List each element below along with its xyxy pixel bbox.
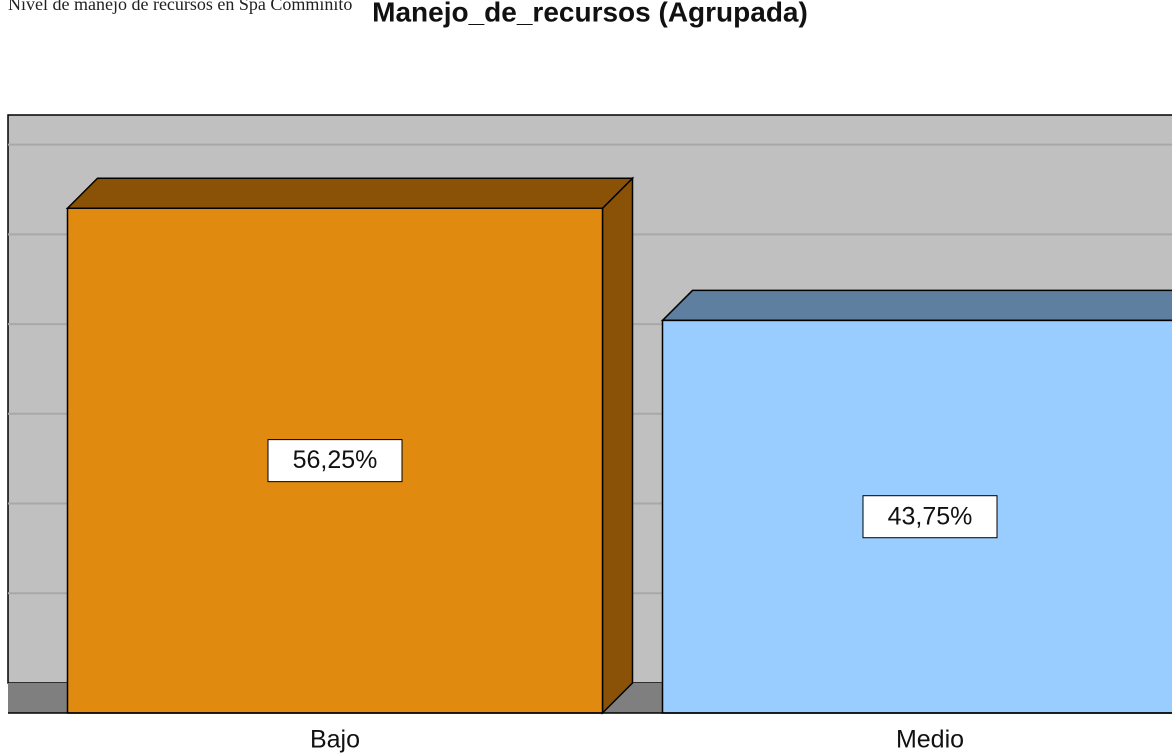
value-label: 56,25% [293,446,378,474]
value-label-box [862,495,998,539]
x-tick-label: Medio [896,726,964,754]
bar [65,176,635,715]
value-label-box [267,439,403,483]
caption: Nivel de manejo de recursos en Spa Commi… [8,0,352,14]
chart-title: Manejo_de_recursos (Agrupada) [372,0,808,27]
bar-top [660,289,1172,322]
bar-side [601,176,634,715]
value-label: 43,75% [888,502,973,530]
bar-top [65,177,635,210]
x-tick-label: Bajo [310,726,360,754]
